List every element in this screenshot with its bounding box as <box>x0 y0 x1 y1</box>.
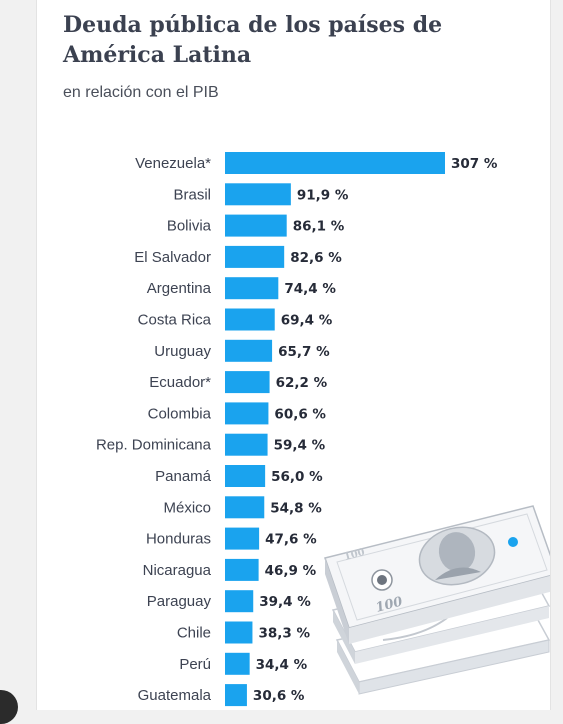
bar-chart: Venezuela* 307 % Brasil 91,9 % Bolivia 86,1 %… <box>96 152 498 707</box>
category-label: México <box>163 499 211 516</box>
value-label: 86,1 % <box>293 219 345 235</box>
category-label: Colombia <box>148 405 212 422</box>
value-label: 46,9 % <box>265 563 317 579</box>
category-label: Bolivia <box>167 218 212 235</box>
value-label: 60,6 % <box>274 406 326 422</box>
overlay-button[interactable] <box>0 690 18 724</box>
bar <box>225 152 445 174</box>
bar <box>225 621 253 644</box>
value-label: 56,0 % <box>271 469 323 485</box>
bar <box>225 245 285 268</box>
category-label: El Salvador <box>134 249 211 266</box>
value-label: 34,4 % <box>256 657 308 673</box>
bar <box>225 308 275 331</box>
bar <box>225 496 265 519</box>
category-label: Brasil <box>173 186 211 203</box>
bar <box>225 402 269 425</box>
category-label: Paraguay <box>147 593 212 610</box>
value-label: 62,2 % <box>276 375 328 391</box>
bar <box>225 652 250 675</box>
value-label: 54,8 % <box>270 500 322 516</box>
value-label: 39,4 % <box>259 594 311 610</box>
category-label: Ecuador* <box>149 374 211 391</box>
value-label: 74,4 % <box>284 281 336 297</box>
value-label: 82,6 % <box>290 250 342 266</box>
value-label: 38,3 % <box>258 626 310 642</box>
bar <box>225 527 260 550</box>
value-label: 65,7 % <box>278 344 330 360</box>
bar <box>225 214 287 237</box>
category-label: Panamá <box>155 468 212 485</box>
value-label: 307 % <box>451 156 498 172</box>
category-label: Nicaragua <box>143 562 212 579</box>
chart-subtitle: en relación con el PIB <box>63 84 219 101</box>
category-label: Chile <box>177 625 211 642</box>
category-label: Uruguay <box>154 343 211 360</box>
bar <box>225 684 247 707</box>
category-label: Venezuela* <box>135 155 211 172</box>
bar <box>225 339 273 362</box>
bar <box>225 590 254 613</box>
chart-card: Deuda pública de los países de América L… <box>36 0 551 710</box>
category-label: Rep. Dominicana <box>96 437 212 454</box>
chart-title: Deuda pública de los países de América L… <box>63 12 443 68</box>
value-label: 91,9 % <box>297 187 349 203</box>
value-label: 59,4 % <box>274 438 326 454</box>
category-label: Honduras <box>146 531 211 548</box>
category-label: Perú <box>179 656 211 673</box>
category-label: Costa Rica <box>138 312 212 329</box>
bar <box>225 371 270 394</box>
value-label: 69,4 % <box>281 313 333 329</box>
category-label: Guatemala <box>138 687 212 704</box>
bar <box>225 465 266 487</box>
bar <box>225 277 279 300</box>
value-label: 47,6 % <box>265 532 317 548</box>
bar <box>225 433 268 456</box>
category-label: Argentina <box>147 280 212 297</box>
value-label: 30,6 % <box>253 688 305 704</box>
bar <box>225 558 259 581</box>
bar <box>225 183 291 206</box>
